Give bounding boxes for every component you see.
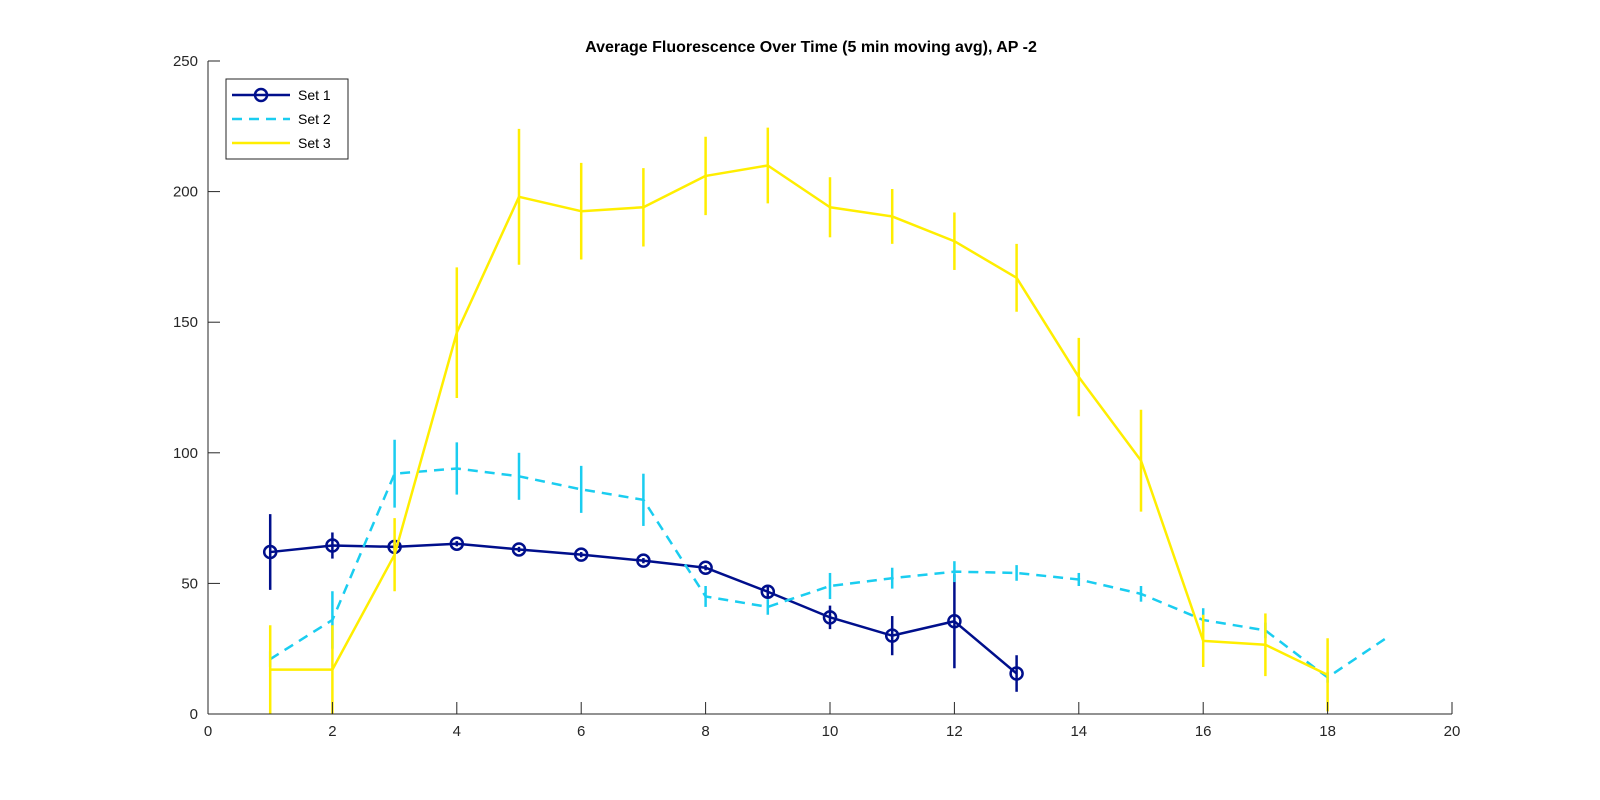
data-point: [822, 610, 838, 625]
x-tick-label: 16: [1195, 723, 1212, 740]
series-1: [262, 514, 1024, 692]
y-tick-label: 250: [173, 53, 198, 70]
x-tick-label: 8: [701, 723, 709, 740]
y-tick-label: 200: [173, 184, 198, 201]
data-point: [947, 614, 962, 629]
data-point: [1009, 666, 1024, 681]
data-point: [573, 547, 589, 562]
y-tick-label: 50: [181, 575, 198, 592]
chart-title: Average Fluorescence Over Time (5 min mo…: [585, 39, 1037, 56]
y-tick-label: 150: [173, 314, 198, 331]
data-point: [636, 553, 651, 568]
x-tick-label: 12: [946, 723, 963, 740]
series-2: [268, 439, 1391, 683]
y-tick-label: 0: [190, 706, 198, 723]
x-tick-label: 18: [1319, 723, 1336, 740]
legend-label: Set 3: [298, 135, 331, 151]
data-point: [698, 560, 713, 575]
x-tick-label: 0: [204, 723, 212, 740]
data-point: [262, 544, 278, 560]
data-point: [884, 628, 900, 643]
legend-marker: [253, 87, 269, 103]
x-tick-label: 2: [328, 723, 336, 740]
x-tick-label: 6: [577, 723, 585, 740]
series-3: [268, 127, 1329, 714]
x-tick-label: 20: [1444, 723, 1461, 740]
x-tick-label: 4: [453, 723, 461, 740]
data-point: [511, 542, 527, 557]
legend: Set 1 Set 2 Set 3: [225, 78, 349, 160]
legend-label: Set 1: [298, 87, 331, 103]
data-point: [449, 536, 465, 551]
plot-area: [262, 127, 1391, 714]
data-point: [325, 538, 340, 553]
series-line: [270, 164, 1329, 676]
x-tick-label: 14: [1070, 723, 1087, 740]
x-tick-label: 10: [822, 723, 839, 740]
y-tick-label: 100: [173, 445, 198, 462]
data-point: [760, 584, 776, 600]
legend-label: Set 2: [298, 111, 331, 127]
